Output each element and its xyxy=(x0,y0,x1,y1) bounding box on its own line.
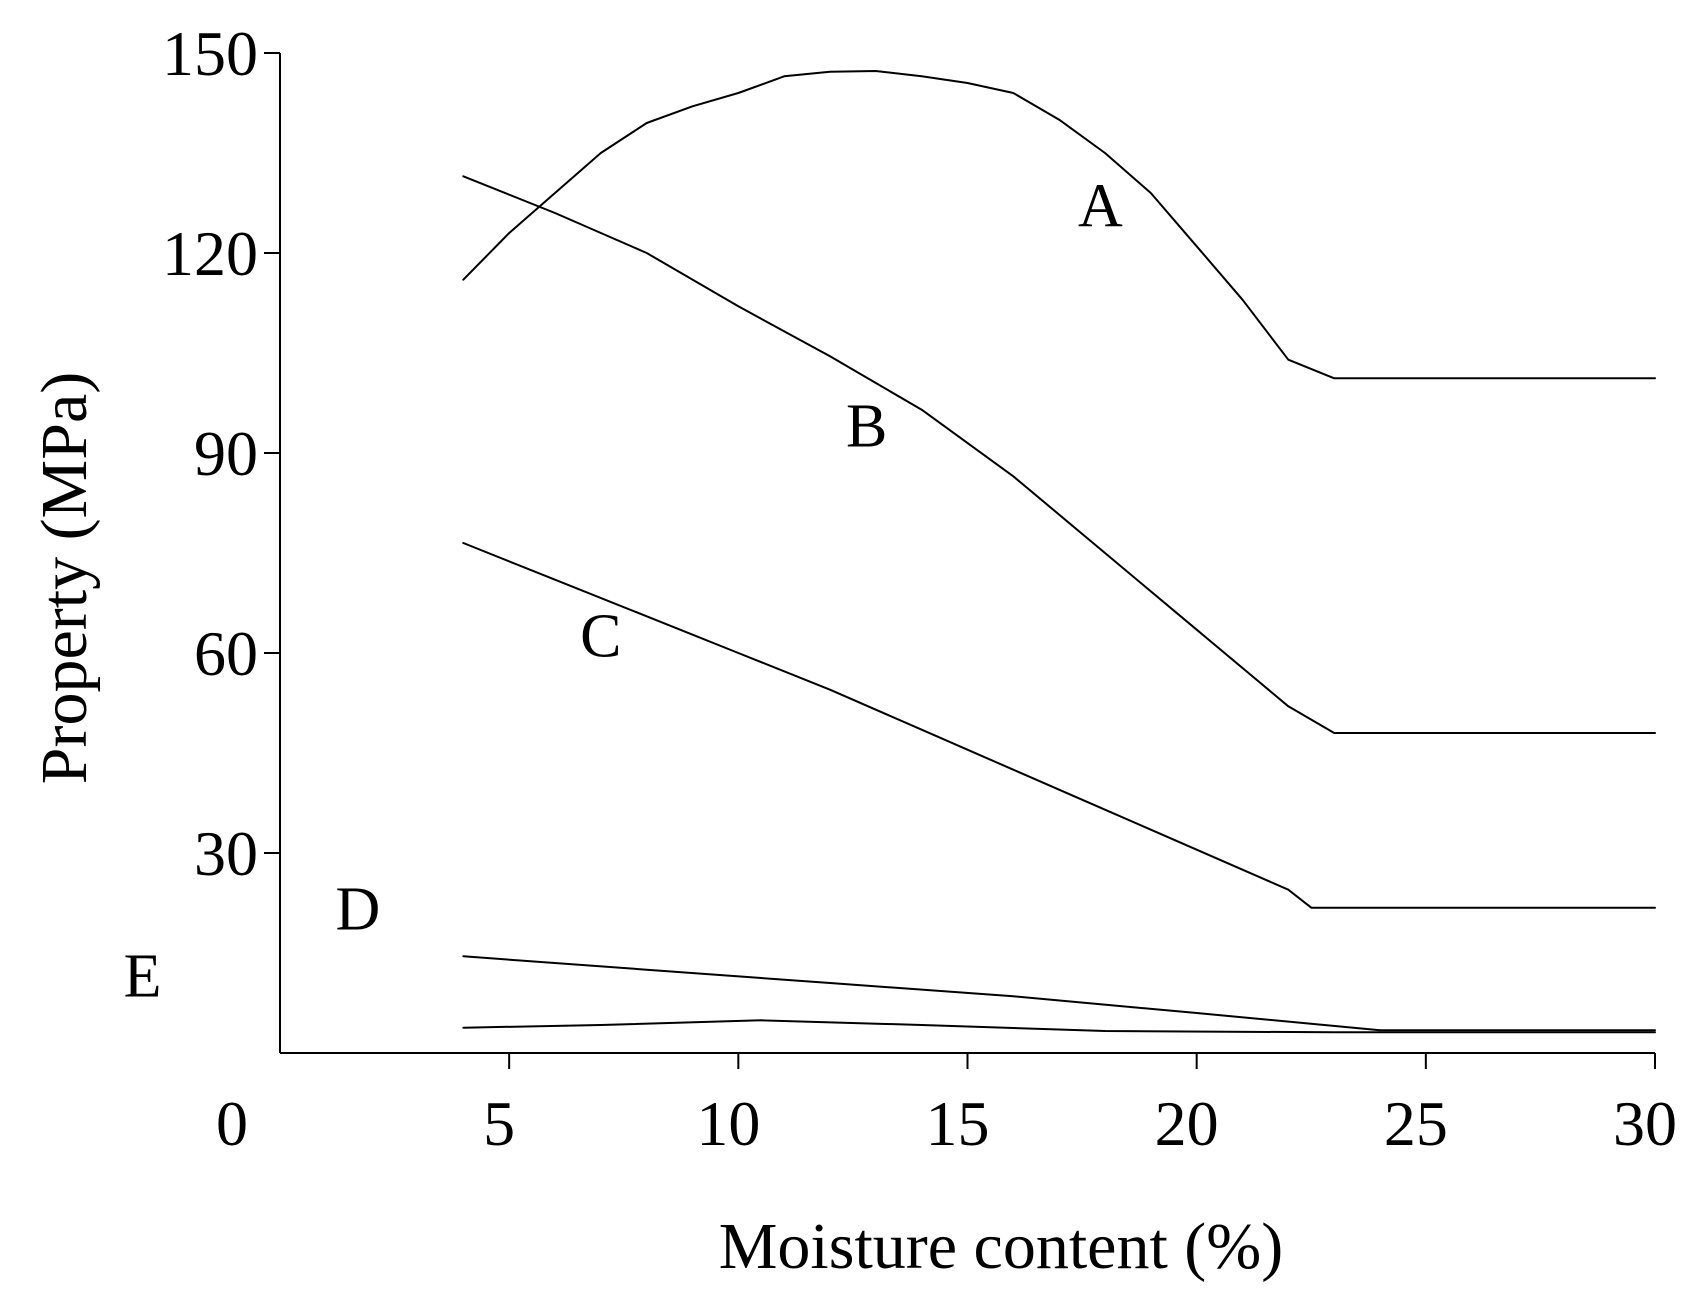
series-label-d: D xyxy=(336,876,381,944)
series-label-b: B xyxy=(846,392,887,460)
series-group xyxy=(462,70,1656,1034)
series-line-a xyxy=(462,70,1656,380)
x-tick-label: 15 xyxy=(926,1088,990,1159)
x-tick-label: 30 xyxy=(1613,1088,1677,1159)
series-line-d xyxy=(462,955,1656,1032)
y-tick-label: 90 xyxy=(194,418,258,489)
y-tick-label: 150 xyxy=(162,18,258,89)
ticks-group: 30 60 90 120 150 0 5 10 15 20 25 30 xyxy=(162,18,1677,1159)
series-label-a: A xyxy=(1078,172,1123,240)
y-tick-label: 120 xyxy=(162,218,258,289)
x-tick-label: 5 xyxy=(483,1088,515,1159)
x-axis-title: Moisture content (%) xyxy=(719,1210,1284,1283)
y-tick-label: 60 xyxy=(194,618,258,689)
x-tick-label: 10 xyxy=(696,1088,760,1159)
y-axis-title: Property (MPa) xyxy=(28,372,101,784)
series-labels-group: A B C D E xyxy=(124,172,1123,1010)
x-tick-label: 20 xyxy=(1155,1088,1219,1159)
x-tick-label: 25 xyxy=(1384,1088,1448,1159)
series-label-e: E xyxy=(124,942,162,1010)
series-line-c xyxy=(462,542,1656,909)
y-tick-label: 30 xyxy=(194,818,258,889)
series-line-e xyxy=(462,1019,1656,1034)
series-line-b xyxy=(462,175,1656,734)
series-label-c: C xyxy=(580,602,621,670)
x-tick-label: 0 xyxy=(216,1088,248,1159)
